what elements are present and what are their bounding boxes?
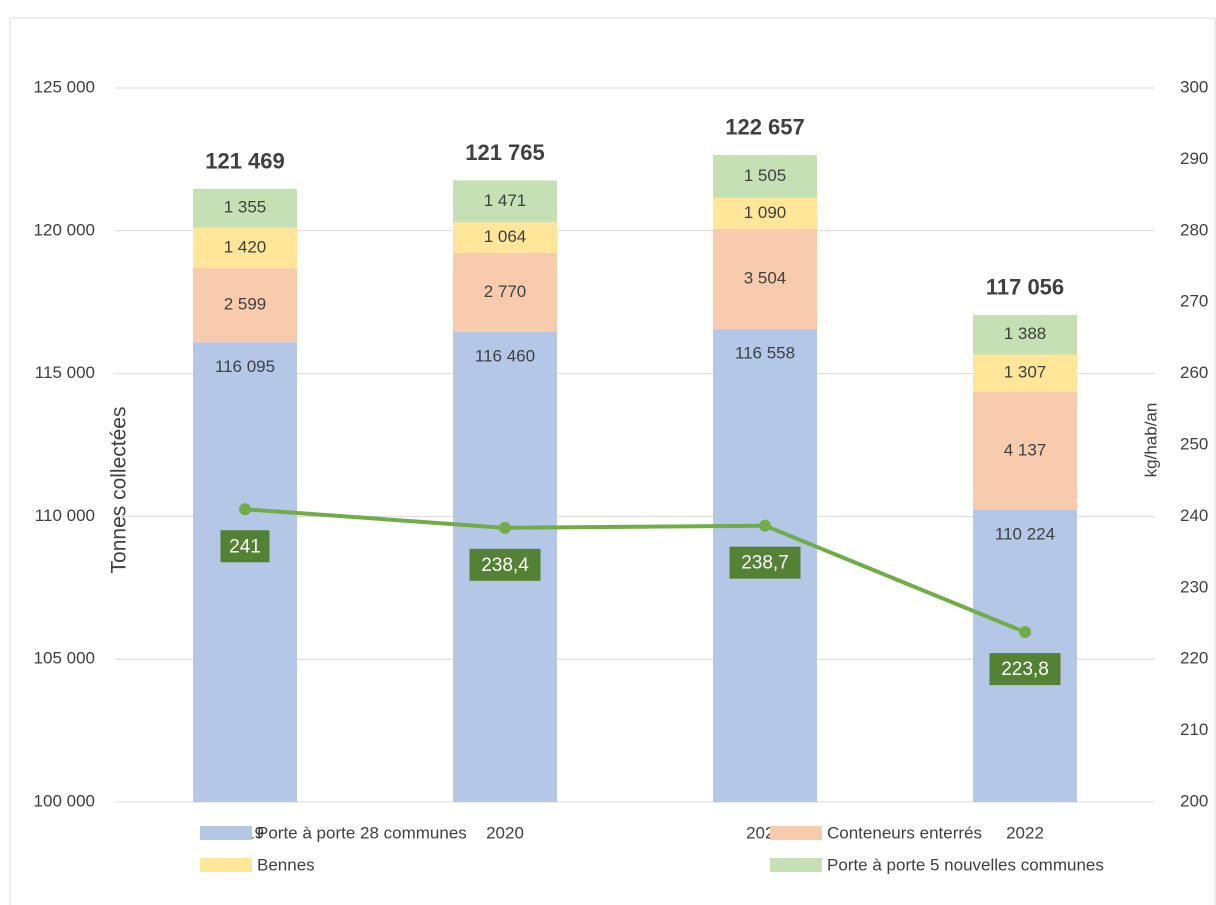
bar-value-label: 1 420 — [224, 237, 267, 256]
bar-value-label: 116 095 — [215, 357, 275, 376]
line-marker — [499, 521, 511, 534]
y2-tick-label: 280 — [1180, 220, 1208, 239]
line-label-box — [220, 530, 270, 563]
legend-label: Bennes — [257, 855, 315, 874]
y2-tick-label: 300 — [1180, 77, 1208, 96]
bar-value-label: 1 090 — [744, 203, 787, 222]
bar-value-label: 1 471 — [484, 191, 527, 210]
y2-axis-title: kg/hab/an — [1141, 403, 1160, 478]
line-value-label: 241 — [229, 536, 261, 557]
y2-tick-label: 230 — [1180, 577, 1208, 596]
y-tick-label: 105 000 — [34, 649, 95, 668]
y-tick-label: 115 000 — [35, 363, 95, 382]
bar-segment — [973, 314, 1077, 355]
bar-segment — [453, 180, 557, 223]
y2-tick-label: 220 — [1180, 649, 1208, 668]
legend-swatch — [770, 858, 822, 872]
chart-frame — [9, 17, 1216, 905]
bar-value-label: 116 460 — [475, 346, 535, 365]
x-tick-label: 2022 — [1006, 823, 1044, 842]
bar-segment — [193, 227, 297, 269]
line-label-box — [989, 653, 1061, 686]
bar-value-label: 1 388 — [1004, 324, 1047, 343]
line-marker — [239, 503, 251, 516]
bar-value-label: 1 355 — [224, 198, 267, 217]
bar-value-label: 2 770 — [484, 282, 527, 301]
bar-segment — [453, 222, 557, 253]
bar-segment — [193, 268, 297, 343]
bar-value-label: 3 504 — [744, 269, 787, 288]
bar-segment — [193, 188, 297, 228]
legend-label: Conteneurs enterrés — [827, 823, 982, 842]
bar-segment — [973, 391, 1077, 511]
y-axis-title: Tonnes collectées — [108, 407, 131, 574]
bar-value-label: 116 558 — [735, 344, 795, 363]
y2-tick-label: 260 — [1180, 363, 1208, 382]
y2-tick-label: 290 — [1180, 149, 1208, 168]
y2-tick-label: 210 — [1180, 720, 1208, 739]
bar-segment — [713, 229, 817, 330]
y2-tick-label: 250 — [1180, 434, 1208, 453]
legend-swatch — [770, 826, 822, 840]
legend-label: Porte à porte 5 nouvelles communes — [827, 855, 1104, 874]
bar-segment — [453, 252, 557, 332]
bar-segment — [713, 197, 817, 230]
y2-tick-label: 270 — [1180, 292, 1208, 311]
legend-swatch — [200, 858, 252, 872]
line-value-label: 223,8 — [1001, 659, 1049, 680]
y-tick-label: 120 000 — [34, 220, 95, 239]
line-marker — [1019, 626, 1031, 639]
bar-segment — [973, 354, 1077, 392]
total-label: 122 657 — [725, 115, 805, 140]
bar-segment — [193, 342, 297, 802]
legend-swatch — [200, 826, 252, 840]
line — [244, 507, 1026, 634]
line-label-box — [469, 548, 541, 581]
bar-value-label: 2 599 — [224, 295, 267, 314]
line-value-label: 238,7 — [741, 553, 789, 574]
bar-value-label: 110 224 — [995, 524, 1055, 543]
line-label-box — [729, 546, 801, 579]
line-marker — [759, 519, 771, 532]
bar-value-label: 4 137 — [1004, 440, 1047, 459]
total-label: 121 765 — [465, 140, 545, 165]
bar-segment — [713, 154, 817, 198]
line-value-label: 238,4 — [481, 555, 529, 576]
y-tick-label: 110 000 — [35, 506, 95, 525]
y-tick-label: 125 000 — [34, 77, 95, 96]
total-label: 117 056 — [986, 275, 1064, 300]
bar-value-label: 1 505 — [744, 166, 787, 185]
y2-tick-label: 200 — [1180, 791, 1208, 810]
bar-value-label: 1 064 — [484, 227, 527, 246]
bar-value-label: 1 307 — [1004, 363, 1047, 382]
x-tick-label: 2020 — [486, 823, 524, 842]
legend-label: Porte à porte 28 communes — [257, 823, 467, 842]
y-tick-label: 100 000 — [34, 791, 95, 810]
total-label: 121 469 — [205, 149, 285, 174]
y2-tick-label: 240 — [1180, 506, 1208, 525]
